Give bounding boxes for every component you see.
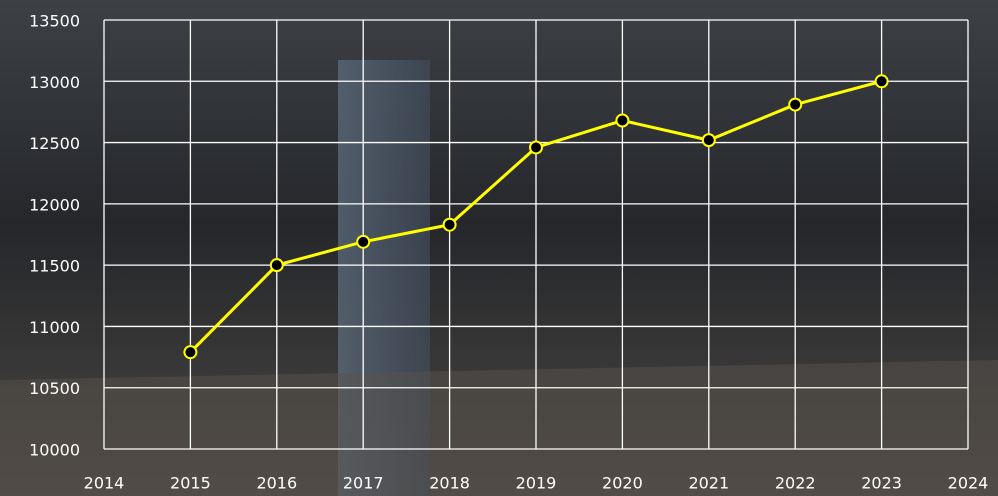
y-tick-label: 10000 <box>29 441 80 460</box>
point <box>701 133 716 148</box>
point <box>356 234 371 249</box>
y-tick-label: 12500 <box>29 134 80 153</box>
x-tick-label: 2022 <box>775 474 816 493</box>
background-floor <box>0 360 998 496</box>
x-tick-label: 2020 <box>602 474 643 493</box>
point <box>269 258 284 273</box>
x-tick-label: 2024 <box>948 474 989 493</box>
y-tick-label: 11000 <box>29 318 80 337</box>
x-tick-label: 2017 <box>343 474 384 493</box>
x-tick-label: 2023 <box>861 474 902 493</box>
x-tick-label: 2014 <box>84 474 125 493</box>
x-tick-label: 2018 <box>429 474 470 493</box>
point <box>442 217 457 232</box>
x-tick-label: 2015 <box>170 474 211 493</box>
point <box>529 140 543 155</box>
y-tick-label: 11500 <box>29 257 80 276</box>
y-tick-label: 13000 <box>29 73 80 92</box>
y-tick-label: 10500 <box>29 379 80 398</box>
x-tick-label: 2016 <box>256 474 297 493</box>
x-tick-label: 2019 <box>516 474 557 493</box>
y-tick-label: 12000 <box>29 195 80 214</box>
point <box>788 97 803 112</box>
point <box>615 113 630 128</box>
point <box>183 345 198 360</box>
y-tick-label: 13500 <box>29 12 80 31</box>
point <box>874 74 889 89</box>
x-tick-label: 2021 <box>688 474 729 493</box>
